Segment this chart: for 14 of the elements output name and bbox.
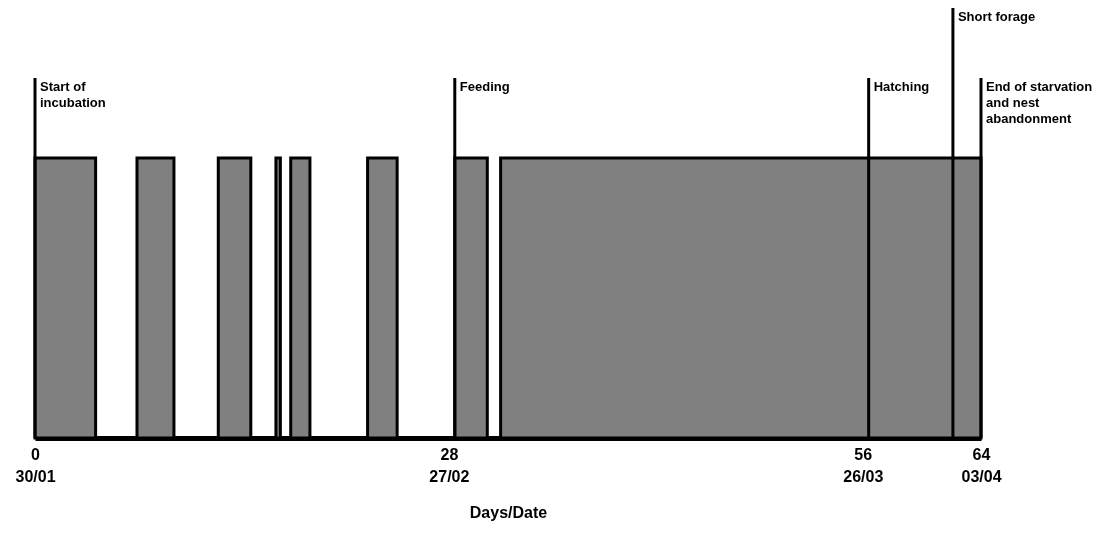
- x-tick-label: 0: [31, 445, 41, 463]
- x-tick-label: 64: [972, 445, 991, 463]
- ref-line-label: End of starvation and nest abandonment: [986, 79, 1093, 126]
- x2-tick-label: 27/02: [429, 467, 470, 485]
- ref-line-label: Short forage: [957, 9, 1036, 24]
- x-tick-label: 28: [440, 445, 459, 463]
- x2-tick-label: 03/04: [961, 467, 1002, 485]
- x2-tick-label: 26/03: [843, 467, 884, 485]
- ref-line-label: Feeding: [459, 79, 510, 94]
- ref-line-label: Start of incubation: [40, 79, 106, 110]
- x-axis-title: Days/Date: [469, 503, 548, 521]
- x2-tick-label: 30/01: [15, 467, 56, 485]
- ref-line-label: Hatching: [873, 79, 930, 94]
- x-tick-label: 56: [854, 445, 873, 463]
